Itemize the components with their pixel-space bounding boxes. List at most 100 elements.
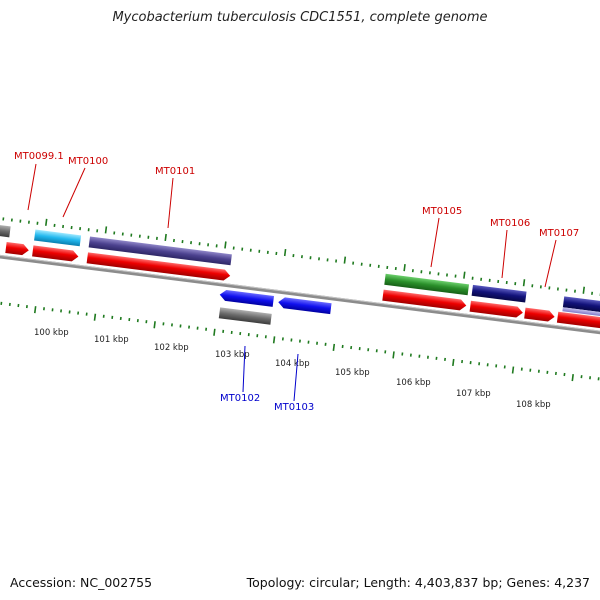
scale-tick [215,244,218,248]
scale-label: 101 kbp [94,335,129,345]
gene-label-mt0106[interactable]: MT0106 [490,218,530,229]
scale-tick [435,356,438,360]
accession-text: Accession: NC_002755 [10,575,153,590]
scale-tick [369,263,372,267]
scale-tick [352,261,355,265]
scale-tick [292,254,295,258]
scale-tick [230,330,233,335]
scale-tick [172,238,175,243]
scale-tick [377,264,380,268]
scale-tick [121,232,124,236]
scale-tick [332,343,336,351]
scale-tick [409,353,412,357]
scale-tick [426,355,429,359]
reverse-tick-scale [0,301,600,382]
gene-label-mt0102[interactable]: MT0102 [220,393,260,404]
scale-tick [471,276,474,280]
scale-tick [27,220,30,224]
leader-line-mt0099-1 [27,163,37,211]
leader-line-mt0106 [501,229,508,279]
leader-line-mt0102 [242,345,246,393]
scale-tick [155,236,158,240]
scale-tick [0,301,3,305]
scale-tick [224,241,227,249]
cds-block-mt0107 [562,296,600,319]
scale-tick [188,325,191,329]
scale-tick [563,372,566,377]
scale-tick [480,277,483,281]
scale-tick [17,303,20,308]
cds-block-mt0099-1 [0,222,11,238]
scale-tick [582,286,586,294]
scale-label: 106 kbp [396,378,431,388]
gene-arrow-mt0107 [556,311,600,332]
scale-tick [358,347,361,351]
forward-tick-scale [2,217,600,296]
scale-tick [548,286,551,290]
scale-tick [256,334,259,338]
scale-tick [384,350,387,354]
leader-line-mt0101 [167,177,174,229]
scale-label: 107 kbp [456,389,491,399]
scale-tick [478,362,481,366]
scale-tick [571,373,574,382]
scale-tick [511,366,515,374]
cds-block-mt0101 [88,236,232,266]
scale-tick [591,291,594,295]
scale-tick [190,241,193,245]
scale-tick [36,221,39,225]
scale-tick [403,264,406,272]
gene-label-mt0099-1[interactable]: MT0099.1 [14,151,64,162]
scale-tick [452,358,455,367]
cds-block-mt0106 [471,284,527,303]
scale-tick [486,363,489,367]
cds-block-mt0100 [34,229,82,247]
scale-tick [170,323,173,327]
scale-tick [531,284,534,288]
scale-tick [87,228,90,232]
scale-tick [554,371,557,376]
gene-label-mt0105[interactable]: MT0105 [422,206,462,217]
scale-tick [437,272,440,276]
gene-labels: MT0099.1 MT0100 MT0101 MT0102 MT0103 MT0105 MT… [14,151,579,413]
scale-tick [128,317,131,322]
scale-tick [418,354,421,358]
scale-tick [196,326,199,330]
scale-tick [258,249,261,253]
scale-tick [283,248,287,257]
scale-tick [392,351,395,359]
scale-tick [495,364,498,368]
scale-tick [503,365,506,369]
scale-tick [556,287,559,291]
scale-tick [505,280,508,285]
scale-tick [275,251,278,256]
scale-tick [102,314,105,318]
scale-tick [62,224,65,229]
scale-tick [19,219,22,223]
leader-line-mt0103 [293,353,299,402]
scale-tick [164,233,167,242]
scale-tick [239,331,242,336]
scale-tick [10,218,13,222]
gene-arrow-mt0105 [382,289,467,311]
gene-label-mt0100[interactable]: MT0100 [68,156,108,167]
scale-tick [2,217,5,221]
gene-label-mt0107[interactable]: MT0107 [539,228,579,239]
gene-label-mt0101[interactable]: MT0101 [155,166,195,177]
scale-tick [375,349,378,353]
scale-tick [113,231,116,235]
gene-arrow-mt0101 [86,252,231,281]
scale-tick [241,247,244,251]
scale-tick [522,279,526,287]
scale-tick [205,327,208,331]
gene-label-mt0103[interactable]: MT0103 [274,402,314,413]
scale-tick [307,340,310,344]
scale-label: 103 kbp [215,350,250,360]
scale-tick [290,338,293,342]
scale-tick [281,337,284,341]
map-title: Mycobacterium tuberculosis CDC1551, comp… [112,10,488,25]
scale-label: 104 kbp [275,359,310,369]
scale-tick [130,233,133,237]
